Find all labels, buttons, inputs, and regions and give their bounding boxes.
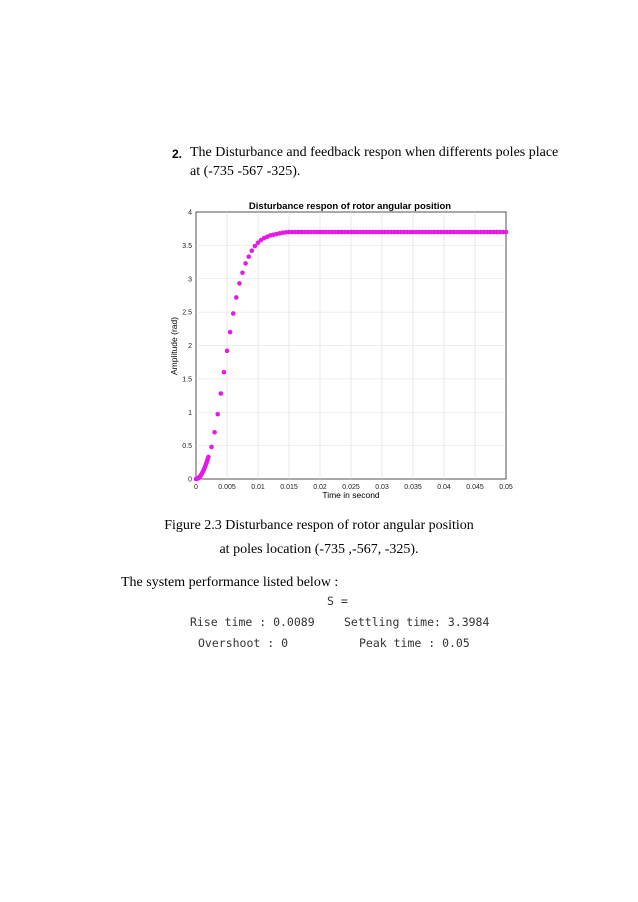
data-points	[193, 229, 509, 482]
data-point	[240, 270, 245, 276]
y-axis-label: Amplitude (rad)	[169, 317, 179, 375]
data-point	[503, 229, 509, 235]
data-point	[209, 444, 214, 450]
x-tick-label: 0.005	[218, 484, 236, 491]
x-tick-label: 0.05	[499, 484, 513, 491]
y-tick-label: 0	[188, 477, 192, 484]
peak-time: Peak time : 0.05	[359, 636, 470, 650]
y-tick-label: 3	[188, 276, 192, 283]
y-tick-label: 4	[188, 210, 192, 217]
y-tick-label: 3.5	[182, 243, 192, 250]
data-point	[218, 391, 224, 396]
disturbance-response-chart: Disturbance respon of rotor angular posi…	[169, 201, 513, 500]
section-number: 2.	[172, 147, 183, 161]
performance-intro: The system performance listed below :	[121, 575, 339, 590]
data-point	[230, 311, 236, 316]
data-point	[206, 454, 211, 460]
x-tick-label: 0.045	[466, 484, 484, 491]
data-point	[249, 248, 255, 254]
y-tick-label: 2.5	[182, 310, 192, 317]
section-heading-line-2: at (-735 -567 -325).	[190, 164, 301, 179]
data-point	[243, 261, 248, 266]
y-tick-label: 0.5	[182, 443, 192, 450]
chart-title: Disturbance respon of rotor angular posi…	[249, 201, 451, 212]
figure-caption-line-1: Figure 2.3 Disturbance respon of rotor a…	[164, 518, 474, 533]
data-point	[221, 369, 227, 375]
data-point	[246, 254, 251, 260]
x-tick-label: 0.03	[375, 484, 389, 491]
overshoot: Overshoot : 0	[198, 636, 289, 650]
x-tick-label: 0.035	[404, 484, 422, 491]
x-tick-label: 0.01	[251, 484, 265, 491]
data-point	[212, 429, 217, 435]
x-axis-label: Time in second	[322, 490, 380, 500]
rise-time: Rise time : 0.0089	[190, 615, 315, 629]
figure-caption-line-2: at poles location (-735 ,-567, -325).	[219, 542, 419, 557]
x-tick-label: 0.025	[342, 484, 360, 491]
x-tick-label: 0.04	[437, 484, 451, 491]
data-point	[234, 295, 239, 300]
s-label: S =	[327, 594, 348, 608]
x-tick-label: 0.02	[313, 484, 327, 491]
y-tick-label: 1.5	[182, 376, 192, 383]
data-point	[224, 348, 230, 354]
x-tick-label: 0	[194, 484, 198, 491]
data-point	[227, 329, 233, 335]
data-point	[237, 281, 242, 286]
grid-lines	[196, 212, 506, 479]
settling-time: Settling time: 3.3984	[344, 615, 490, 629]
section-heading-line-1: The Disturbance and feedback respon when…	[190, 145, 559, 160]
y-tick-label: 2	[188, 343, 192, 350]
data-point	[255, 240, 261, 246]
y-tick-label: 1	[188, 410, 192, 417]
data-point	[215, 411, 220, 417]
x-tick-label: 0.015	[280, 484, 298, 491]
axis-ticks: 0 0.005 0.01 0.015 0.02 0.025 0.03 0.035 0.04 0.0…	[182, 210, 513, 492]
data-point	[252, 243, 258, 249]
